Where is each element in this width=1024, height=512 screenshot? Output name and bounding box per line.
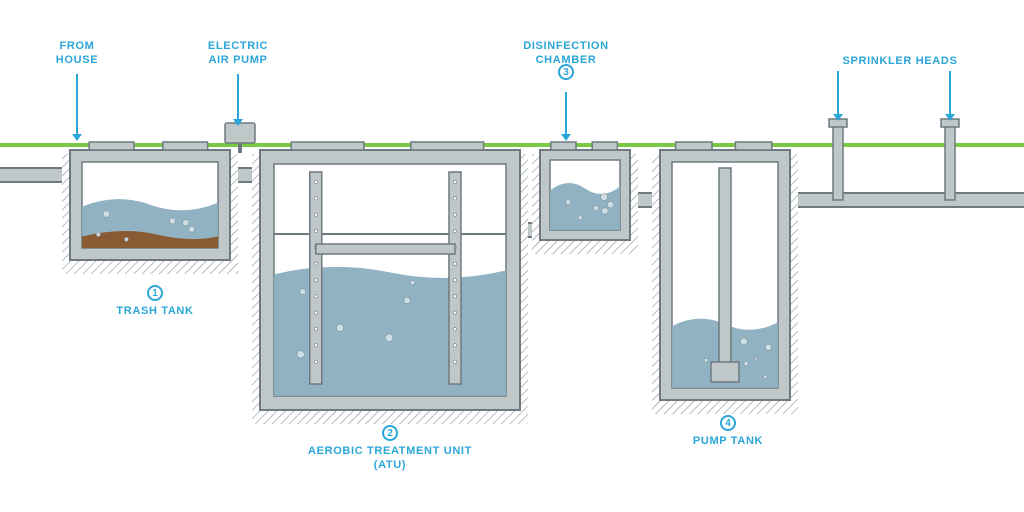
badge-pump_tank: 4 <box>720 415 736 431</box>
diagram-svg <box>0 0 1024 512</box>
arrow-sprinkler-0 <box>837 71 839 115</box>
arrow-from_house <box>76 74 78 135</box>
label-atu: AEROBIC TREATMENT UNIT(ATU) <box>290 445 490 473</box>
label-electric_air_pump: ELECTRICAIR PUMP <box>138 40 338 68</box>
label-sprinkler: SPRINKLER HEADS <box>842 55 957 69</box>
badge-atu: 2 <box>382 425 398 441</box>
arrow-electric_air_pump <box>237 74 239 120</box>
label-trash_tank: TRASH TANK <box>116 305 193 319</box>
badge-trash_tank: 1 <box>147 285 163 301</box>
badge-disinfection: 3 <box>558 64 574 80</box>
diagram-stage: FROMHOUSEELECTRICAIR PUMPDISINFECTIONCHA… <box>0 0 1024 512</box>
arrow-sprinkler-1 <box>949 71 951 115</box>
arrow-disinfection <box>565 92 567 135</box>
label-pump_tank: PUMP TANK <box>693 435 763 449</box>
